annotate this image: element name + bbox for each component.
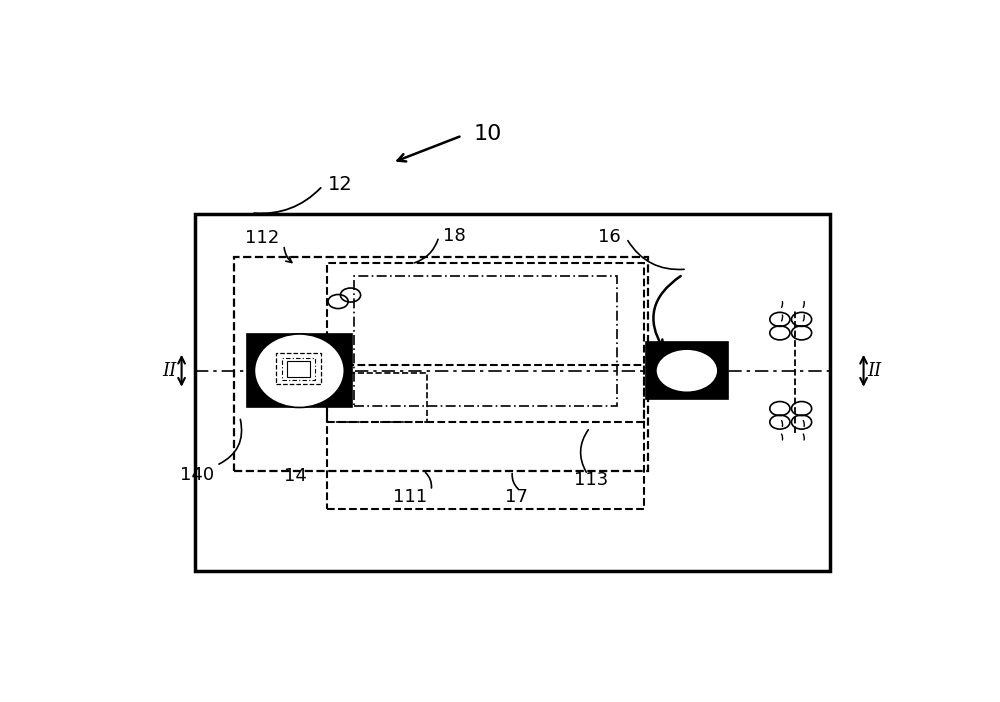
Text: 14: 14: [284, 467, 307, 484]
Text: 16: 16: [598, 227, 620, 246]
Bar: [326, 263, 644, 422]
Text: II: II: [162, 362, 176, 380]
Bar: [282, 358, 315, 380]
Text: 112: 112: [245, 230, 279, 247]
Bar: [354, 276, 617, 406]
Bar: [287, 361, 310, 377]
Circle shape: [656, 349, 718, 392]
Bar: [326, 373, 427, 422]
Bar: [646, 343, 728, 399]
Bar: [276, 353, 321, 384]
Text: 18: 18: [443, 227, 466, 244]
Text: 12: 12: [328, 175, 353, 194]
Bar: [195, 214, 830, 571]
Text: 10: 10: [474, 124, 502, 144]
Text: 17: 17: [505, 488, 528, 505]
Bar: [234, 257, 648, 471]
Text: 113: 113: [574, 471, 609, 489]
Bar: [326, 365, 644, 508]
Ellipse shape: [254, 334, 344, 407]
Text: 111: 111: [393, 488, 427, 505]
Text: II: II: [867, 362, 882, 380]
Text: 140: 140: [180, 465, 214, 484]
Bar: [247, 334, 352, 407]
